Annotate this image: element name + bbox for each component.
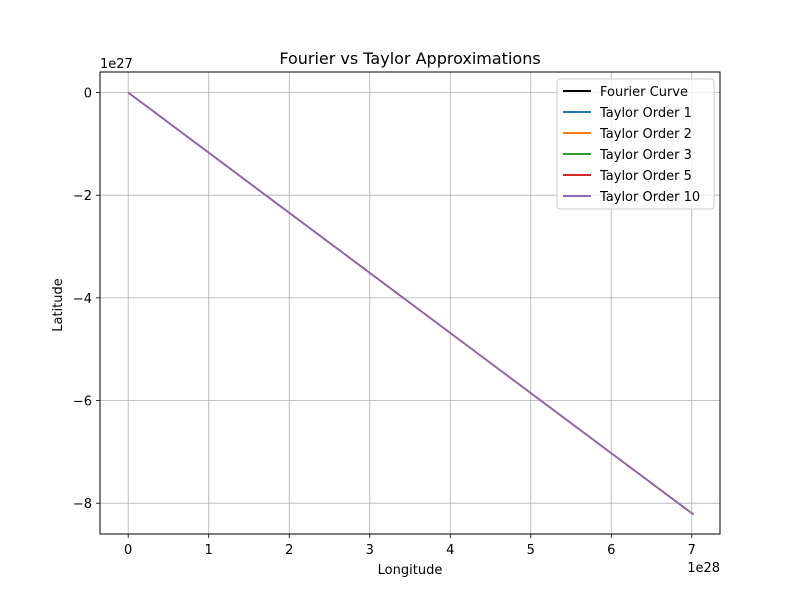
x-tick-label: 7 xyxy=(688,543,696,558)
legend-label-5: Taylor Order 10 xyxy=(599,190,700,205)
x-tick-label: 3 xyxy=(366,543,374,558)
y-axis-ticks: 0 −2 −4 −6 −8 xyxy=(73,87,100,512)
x-tick-label: 1 xyxy=(205,543,213,558)
y-tick-label: −2 xyxy=(73,189,92,204)
y-tick-label: −8 xyxy=(73,497,92,512)
legend-label-0: Fourier Curve xyxy=(600,85,688,100)
x-axis-label: Longitude xyxy=(378,563,443,578)
x-axis-ticks: 0 1 2 3 4 5 6 7 xyxy=(124,534,696,558)
x-tick-label: 4 xyxy=(446,543,454,558)
x-tick-label: 6 xyxy=(607,543,615,558)
x-offset-label: 1e28 xyxy=(687,561,720,576)
grid xyxy=(100,72,720,534)
y-offset-label: 1e27 xyxy=(100,57,133,72)
x-tick-label: 0 xyxy=(124,543,132,558)
axes-spines xyxy=(99,71,721,535)
series-line-5 xyxy=(127,91,694,516)
series-lines xyxy=(127,91,694,516)
y-tick-label: 0 xyxy=(84,87,92,102)
legend-label-1: Taylor Order 1 xyxy=(599,106,692,121)
legend-label-3: Taylor Order 3 xyxy=(599,148,692,163)
y-tick-label: −4 xyxy=(73,292,92,307)
x-tick-label: 5 xyxy=(527,543,535,558)
legend-box xyxy=(556,78,715,210)
legend-label-2: Taylor Order 2 xyxy=(599,127,692,142)
chart-title: Fourier vs Taylor Approximations xyxy=(279,49,540,68)
y-tick-label: −6 xyxy=(73,395,92,410)
y-axis-label: Latitude xyxy=(51,278,66,332)
legend-label-4: Taylor Order 5 xyxy=(599,169,692,184)
x-tick-label: 2 xyxy=(285,543,293,558)
axes-frame xyxy=(99,71,721,535)
legend: Fourier Curve Taylor Order 1 Taylor Order … xyxy=(556,78,715,210)
